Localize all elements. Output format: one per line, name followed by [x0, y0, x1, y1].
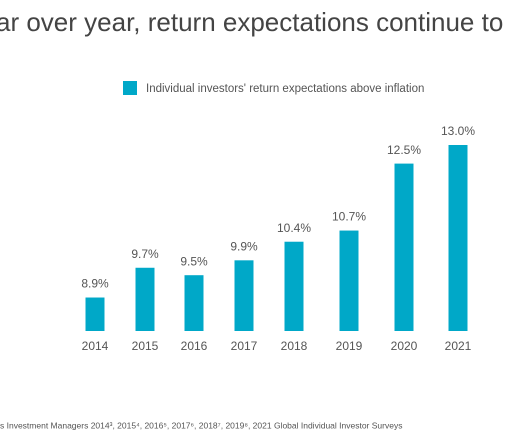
x-tick-label: 2016: [181, 339, 208, 353]
bar: [234, 260, 254, 331]
x-tick-label: 2014: [82, 339, 109, 353]
x-tick-label: 2015: [132, 339, 159, 353]
value-label: 9.9%: [230, 239, 258, 253]
value-label: 10.7%: [332, 210, 366, 224]
x-tick-label: 2021: [445, 339, 472, 353]
x-tick-label: 2020: [391, 339, 418, 353]
legend-swatch: [123, 81, 137, 95]
bar: [135, 267, 155, 331]
value-label: 10.4%: [277, 221, 311, 235]
value-label: 8.9%: [81, 277, 109, 291]
bar: [394, 163, 414, 331]
bar: [184, 275, 204, 331]
value-label: 12.5%: [387, 143, 421, 157]
chart-title: ar over year, return expectations contin…: [0, 7, 503, 37]
value-label: 13.0%: [441, 124, 475, 138]
bar: [339, 230, 359, 331]
bar: [85, 297, 105, 331]
legend-label: Individual investors' return expectation…: [146, 83, 424, 95]
x-tick-label: 2017: [231, 339, 258, 353]
bar: [284, 241, 304, 331]
value-label: 9.5%: [180, 254, 208, 268]
x-tick-label: 2018: [281, 339, 308, 353]
value-label: 9.7%: [131, 247, 159, 261]
x-tick-label: 2019: [336, 339, 363, 353]
source-note: s Investment Managers 2014³, 2015⁴, 2016…: [0, 420, 402, 430]
bar: [448, 145, 468, 331]
